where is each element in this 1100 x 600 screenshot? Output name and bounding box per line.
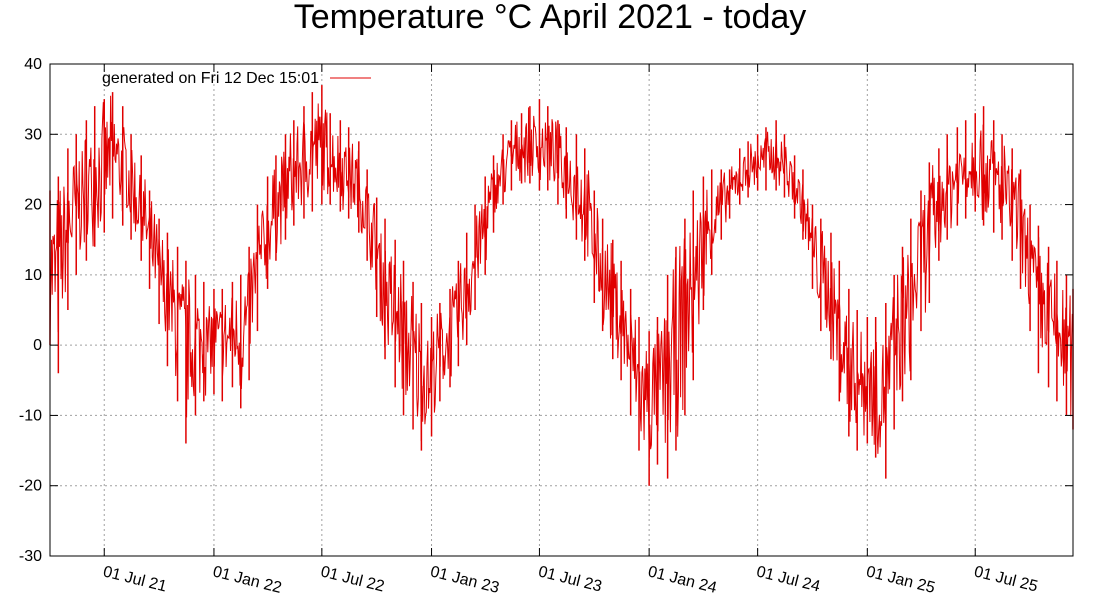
x-tick-label: 01 Jan 25 bbox=[864, 563, 936, 597]
data-layer bbox=[49, 85, 1074, 486]
chart-title: Temperature °C April 2021 - today bbox=[293, 0, 807, 36]
y-tick-label: 40 bbox=[24, 56, 42, 73]
x-tick-label: 01 Jul 25 bbox=[972, 563, 1039, 595]
y-tick-label: -20 bbox=[19, 478, 42, 495]
x-tick-label: 01 Jul 23 bbox=[536, 563, 603, 595]
x-tick-label: 01 Jan 24 bbox=[646, 563, 718, 597]
y-tick-label: 30 bbox=[24, 126, 42, 143]
y-tick-label: 0 bbox=[33, 337, 42, 354]
x-tick-label: 01 Jan 22 bbox=[211, 563, 283, 597]
y-axis: 40 30 20 10 0 -10 -20 -30 bbox=[19, 56, 1073, 565]
x-tick-label: 01 Jul 24 bbox=[755, 563, 822, 595]
legend-label: generated on Fri 12 Dec 15:01 bbox=[102, 70, 319, 87]
y-tick-label: -30 bbox=[19, 548, 42, 565]
x-tick-label: 01 Jul 21 bbox=[101, 563, 168, 595]
legend: generated on Fri 12 Dec 15:01 bbox=[102, 70, 371, 87]
x-tick-label: 01 Jan 23 bbox=[429, 563, 501, 597]
x-tick-label: 01 Jul 22 bbox=[319, 563, 386, 595]
y-tick-label: 20 bbox=[24, 197, 42, 214]
plot-frame bbox=[49, 63, 1074, 557]
y-tick-label: -10 bbox=[19, 407, 42, 424]
y-tick-label: 10 bbox=[24, 267, 42, 284]
temperature-series-line bbox=[49, 95, 1074, 458]
